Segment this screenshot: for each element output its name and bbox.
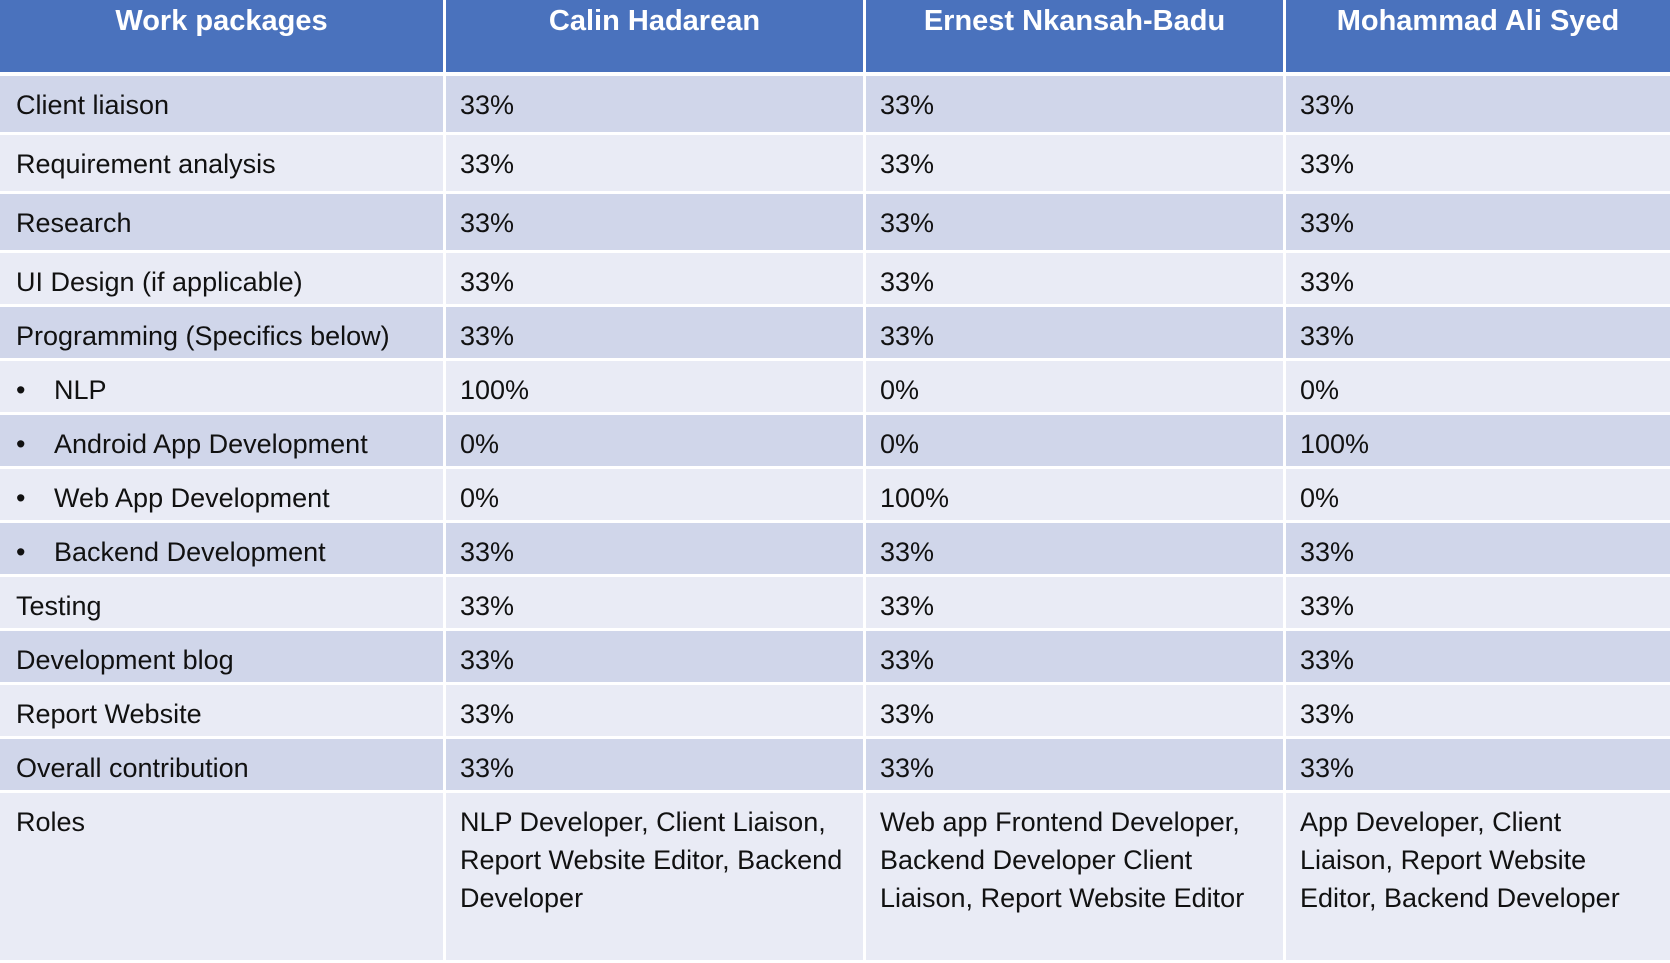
cell-value: 33% bbox=[866, 577, 1286, 631]
cell-value: 0% bbox=[446, 415, 866, 469]
cell-value: 33% bbox=[866, 739, 1286, 793]
cell-value: 0% bbox=[866, 415, 1286, 469]
row-label: Roles bbox=[0, 793, 446, 963]
cell-value: 100% bbox=[1286, 415, 1670, 469]
cell-value: Web app Frontend Developer, Backend Deve… bbox=[866, 793, 1286, 963]
row-label: • Backend Development bbox=[0, 523, 446, 577]
row-label: Requirement analysis bbox=[0, 135, 446, 194]
row-label: UI Design (if applicable) bbox=[0, 253, 446, 307]
row-label: • NLP bbox=[0, 361, 446, 415]
cell-value: 33% bbox=[446, 739, 866, 793]
cell-value: App Developer, Client Liaison, Report We… bbox=[1286, 793, 1670, 963]
cell-value: 0% bbox=[866, 361, 1286, 415]
header-calin-hadarean: Calin Hadarean bbox=[446, 0, 866, 76]
cell-value: 33% bbox=[446, 307, 866, 361]
row-label: Research bbox=[0, 194, 446, 253]
cell-value: 33% bbox=[866, 523, 1286, 577]
cell-value: 33% bbox=[446, 631, 866, 685]
bullet-icon: • bbox=[16, 429, 26, 459]
bullet-icon: • bbox=[16, 375, 26, 405]
cell-value: 33% bbox=[1286, 76, 1670, 135]
cell-value: 33% bbox=[866, 307, 1286, 361]
cell-value: 33% bbox=[1286, 523, 1670, 577]
cell-value: 100% bbox=[446, 361, 866, 415]
cell-value: 33% bbox=[1286, 577, 1670, 631]
bullet-icon: • bbox=[16, 537, 26, 567]
cell-value: 33% bbox=[446, 577, 866, 631]
cell-value: 33% bbox=[446, 253, 866, 307]
cell-value: 0% bbox=[1286, 469, 1670, 523]
row-label-text: Backend Development bbox=[54, 537, 326, 567]
cell-value: 33% bbox=[1286, 194, 1670, 253]
cell-value: 33% bbox=[866, 76, 1286, 135]
cell-value: 33% bbox=[446, 135, 866, 194]
row-label-text: Web App Development bbox=[54, 483, 330, 513]
cell-value: 33% bbox=[1286, 253, 1670, 307]
cell-value: 33% bbox=[446, 523, 866, 577]
row-label: Programming (Specifics below) bbox=[0, 307, 446, 361]
cell-value: 33% bbox=[446, 76, 866, 135]
row-label-text: NLP bbox=[54, 375, 107, 405]
cell-value: 33% bbox=[866, 631, 1286, 685]
header-mohammad-ali-syed: Mohammad Ali Syed bbox=[1286, 0, 1670, 76]
cell-value: 33% bbox=[1286, 307, 1670, 361]
cell-value: 0% bbox=[1286, 361, 1670, 415]
cell-value: 33% bbox=[866, 253, 1286, 307]
cell-value: 33% bbox=[1286, 685, 1670, 739]
cell-value: 33% bbox=[1286, 135, 1670, 194]
cell-value: 33% bbox=[1286, 631, 1670, 685]
row-label: Testing bbox=[0, 577, 446, 631]
header-work-packages: Work packages bbox=[0, 0, 446, 76]
row-label: Development blog bbox=[0, 631, 446, 685]
row-label: Overall contribution bbox=[0, 739, 446, 793]
cell-value: 0% bbox=[446, 469, 866, 523]
cell-value: NLP Developer, Client Liaison, Report We… bbox=[446, 793, 866, 963]
row-label: • Web App Development bbox=[0, 469, 446, 523]
cell-value: 33% bbox=[446, 194, 866, 253]
cell-value: 33% bbox=[446, 685, 866, 739]
row-label: Report Website bbox=[0, 685, 446, 739]
row-label-text: Android App Development bbox=[54, 429, 368, 459]
bullet-icon: • bbox=[16, 483, 26, 513]
cell-value: 33% bbox=[1286, 739, 1670, 793]
cell-value: 33% bbox=[866, 685, 1286, 739]
row-label: • Android App Development bbox=[0, 415, 446, 469]
cell-value: 33% bbox=[866, 135, 1286, 194]
header-ernest-nkansah-badu: Ernest Nkansah-Badu bbox=[866, 0, 1286, 76]
row-label: Client liaison bbox=[0, 76, 446, 135]
cell-value: 100% bbox=[866, 469, 1286, 523]
cell-value: 33% bbox=[866, 194, 1286, 253]
